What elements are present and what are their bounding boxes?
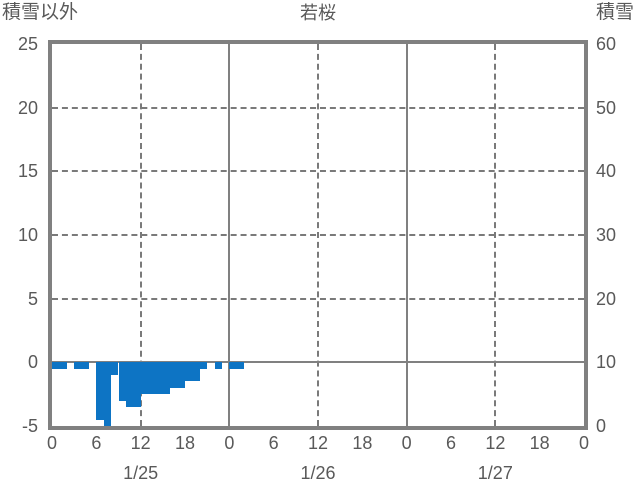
bar: [118, 362, 126, 401]
gridline-vertical: [139, 44, 142, 426]
bar: [236, 362, 245, 369]
x-axis-tick-label: 18: [352, 433, 373, 453]
x-axis-tick-label: 6: [445, 433, 456, 453]
left-axis-tick-label: 10: [17, 225, 38, 245]
x-axis-tick-label: 0: [578, 433, 589, 453]
bar: [52, 362, 60, 369]
bar: [155, 362, 163, 395]
gridline-vertical: [494, 44, 497, 426]
bar: [74, 362, 82, 369]
x-axis-tick-label: 18: [529, 433, 550, 453]
left-axis-title: 積雪以外: [2, 2, 79, 23]
x-axis-tick-label: 12: [485, 433, 506, 453]
left-axis-tick-label: 0: [27, 352, 38, 373]
bar: [125, 362, 134, 407]
x-axis-day-label: 1/25: [123, 463, 159, 483]
bar: [199, 362, 208, 369]
right-axis-tick-label: 0: [596, 416, 607, 436]
bar: [177, 362, 185, 388]
bar: [214, 362, 222, 369]
bar: [133, 362, 141, 407]
chart-title: 若桜: [300, 3, 336, 23]
x-axis-tick-label: 18: [174, 433, 196, 453]
left-axis-tick-label: 15: [17, 161, 38, 182]
bar: [148, 362, 156, 395]
bar: [96, 362, 104, 420]
x-axis-tick-label: 0: [224, 433, 235, 453]
right-axis-tick-label: 30: [596, 225, 617, 245]
bar: [59, 362, 67, 369]
x-axis-tick-label: 12: [307, 433, 329, 453]
x-axis-tick-label: 6: [268, 433, 279, 453]
bar: [185, 362, 193, 382]
bar: [170, 362, 178, 388]
bar: [162, 362, 171, 395]
right-axis-tick-label: 50: [596, 97, 617, 118]
left-axis-tick-label: -5: [21, 416, 38, 436]
bar: [81, 362, 89, 369]
x-axis-tick-label: 12: [130, 433, 151, 453]
x-axis-tick-label: 0: [46, 433, 57, 453]
left-axis-tick-label: 20: [17, 97, 38, 118]
left-axis-tick-label: 25: [17, 34, 38, 54]
bar: [111, 362, 119, 376]
gridline-vertical: [317, 44, 319, 426]
plot-inner: [52, 44, 584, 426]
right-axis-tick-label: 20: [596, 288, 617, 309]
plot-area: [48, 40, 588, 430]
zero-baseline: [52, 361, 584, 364]
gridline-day-boundary: [405, 44, 408, 426]
right-axis-tick-label: 60: [596, 34, 617, 54]
bar: [140, 362, 149, 395]
left-axis-tick-label: 5: [27, 288, 38, 309]
gridline-day-boundary: [228, 44, 231, 426]
right-axis-title: 積雪: [595, 2, 634, 23]
right-axis-tick-label: 40: [596, 161, 617, 182]
bar: [192, 362, 200, 382]
x-axis-day-label: 1/27: [477, 463, 513, 483]
x-axis-tick-label: 6: [91, 433, 102, 453]
x-axis-day-label: 1/26: [300, 463, 336, 483]
x-axis-tick-label: 0: [401, 433, 412, 453]
bar: [103, 362, 112, 426]
right-axis-tick-label: 10: [596, 352, 617, 373]
bar: [229, 362, 237, 369]
